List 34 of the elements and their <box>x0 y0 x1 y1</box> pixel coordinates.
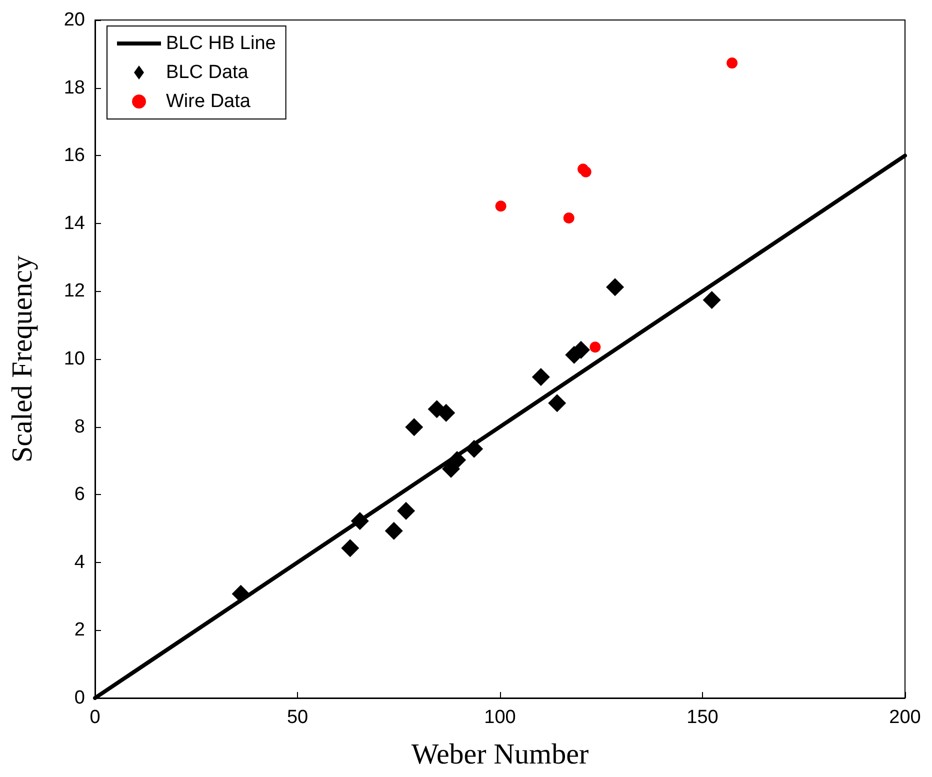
y-tick-label: 14 <box>64 212 86 234</box>
y-tick-label: 16 <box>64 145 85 166</box>
x-tick-label: 0 <box>90 707 100 728</box>
y-axis-title: Scaled Frequency <box>6 255 38 462</box>
y-tick-label: 18 <box>64 77 85 98</box>
y-tick-label: 6 <box>74 484 85 506</box>
point <box>606 278 624 296</box>
legend-label: BLC HB Line <box>166 33 276 54</box>
y-tick-label: 2 <box>74 620 85 641</box>
y-tick-label: 12 <box>64 280 85 302</box>
x-tick-label: 150 <box>686 707 718 728</box>
y-tick-label: 0 <box>74 688 85 708</box>
x-tick-label: 200 <box>889 707 921 728</box>
y-tick-label: 4 <box>74 552 86 573</box>
x-axis-title: Weber Number <box>411 738 589 770</box>
point <box>580 166 592 178</box>
point <box>590 342 601 353</box>
point <box>548 394 566 412</box>
legend-label: Wire Data <box>166 91 251 112</box>
point <box>563 212 574 224</box>
point <box>726 58 738 69</box>
x-tick-label: 50 <box>286 707 308 728</box>
point <box>495 200 506 212</box>
y-tick-label: 10 <box>64 348 85 370</box>
point <box>532 368 550 386</box>
point <box>397 502 416 520</box>
point <box>384 522 403 540</box>
y-tick-label: 8 <box>74 416 85 438</box>
point <box>702 291 721 310</box>
y-tick-label: 20 <box>64 10 85 30</box>
x-tick-label: 100 <box>484 707 516 728</box>
point <box>341 539 360 558</box>
point <box>405 418 424 436</box>
legend-label: BLC Data <box>166 62 249 83</box>
